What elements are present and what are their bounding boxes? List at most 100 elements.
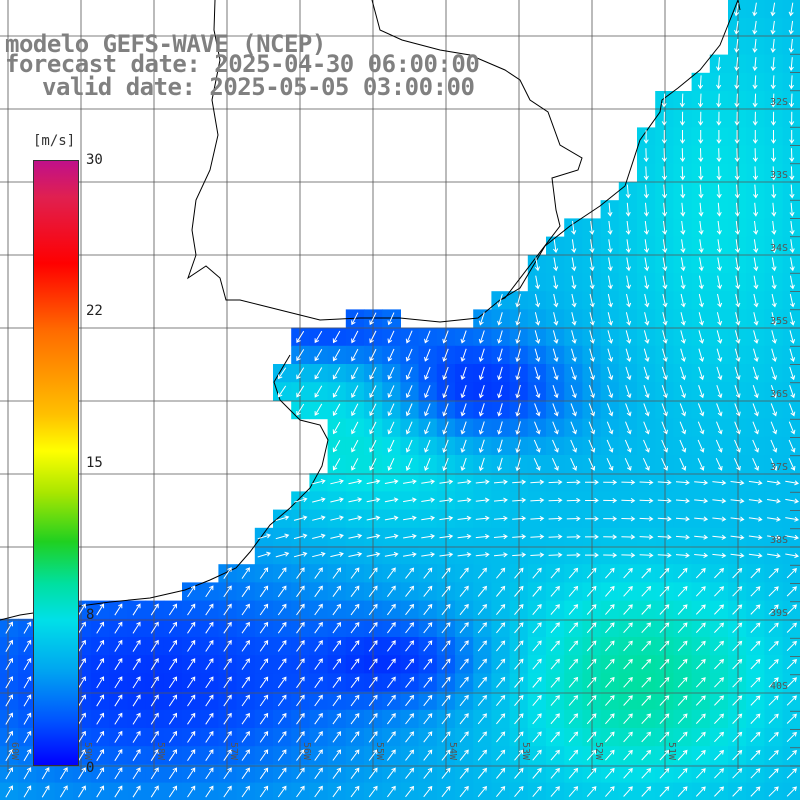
wind-arrow	[677, 768, 688, 779]
wind-arrow	[586, 658, 597, 670]
wind-arrow	[497, 457, 503, 472]
wind-arrow	[589, 293, 595, 308]
wind-arrow	[441, 585, 451, 597]
wind-arrow	[332, 603, 342, 616]
wind-arrow	[675, 516, 690, 522]
wind-arrow	[187, 749, 196, 761]
wind-arrow	[785, 498, 800, 504]
wind-arrow	[625, 366, 632, 381]
wind-arrow	[586, 622, 597, 634]
wind-arrow	[586, 567, 597, 579]
wind-arrow	[789, 202, 795, 217]
wind-arrow	[441, 785, 451, 798]
wind-arrow	[770, 403, 778, 417]
wind-arrow	[387, 658, 396, 670]
wind-arrow	[496, 785, 506, 798]
wind-arrow	[586, 731, 597, 743]
wind-arrow	[623, 658, 633, 670]
wind-arrow	[605, 695, 615, 706]
wind-arrow	[314, 603, 323, 616]
wind-arrow	[586, 767, 597, 779]
wind-arrow	[96, 621, 105, 634]
wind-arrow	[659, 731, 670, 743]
wind-arrow	[734, 93, 740, 108]
forecast-date: forecast date: 2025-04-30 06:00:00	[5, 50, 480, 78]
wind-arrow	[457, 479, 472, 485]
wind-arrow	[350, 621, 360, 634]
wind-arrow	[368, 785, 378, 798]
wind-arrow	[96, 676, 105, 689]
wind-arrow	[366, 497, 381, 503]
wind-arrow	[423, 713, 433, 725]
wind-arrow	[441, 731, 451, 743]
wind-arrow	[698, 293, 704, 308]
wind-arrow	[695, 640, 706, 652]
wind-arrow	[641, 640, 652, 652]
wind-arrow	[514, 567, 524, 579]
wind-arrow	[314, 567, 323, 579]
wind-arrow	[493, 552, 508, 558]
wind-arrow	[768, 568, 779, 579]
wind-arrow	[405, 603, 415, 616]
wind-arrow	[625, 348, 632, 362]
wind-arrow	[275, 515, 290, 521]
wind-arrow	[293, 551, 308, 558]
wind-arrow	[493, 515, 508, 521]
wind-arrow	[695, 695, 706, 706]
wind-arrow	[605, 676, 615, 688]
wind-arrow	[552, 385, 559, 399]
wind-arrow	[677, 677, 688, 688]
wind-arrow	[694, 498, 709, 504]
wind-arrow	[589, 312, 595, 326]
wind-arrow	[460, 348, 467, 362]
wind-arrow	[187, 785, 196, 798]
wind-arrow	[568, 585, 579, 597]
wind-arrow	[716, 202, 722, 217]
wind-arrow	[384, 497, 399, 503]
wind-arrow	[623, 731, 633, 743]
wind-arrow	[752, 20, 758, 35]
wind-arrow	[734, 220, 741, 235]
wind-arrow	[677, 640, 688, 652]
wind-arrow	[748, 498, 763, 504]
wind-arrow	[586, 676, 597, 688]
wind-arrow	[550, 731, 560, 743]
wind-arrow	[585, 516, 599, 522]
wind-arrow	[96, 603, 105, 616]
wind-arrow	[78, 639, 86, 652]
wind-arrow	[750, 622, 761, 633]
wind-arrow	[716, 130, 722, 144]
wind-arrow	[259, 658, 269, 670]
wind-arrow	[566, 516, 581, 522]
wind-arrow	[624, 457, 632, 471]
wind-arrow	[478, 330, 485, 344]
wind-arrow	[788, 439, 796, 453]
wind-arrow	[768, 750, 779, 761]
wind-arrow	[277, 731, 287, 743]
wind-arrow	[606, 439, 614, 453]
wind-arrow	[296, 385, 305, 398]
wind-arrow	[585, 534, 599, 540]
wind-arrow	[350, 658, 360, 670]
wind-arrow	[496, 694, 506, 707]
wind-arrow	[788, 403, 796, 417]
wind-arrow	[350, 749, 360, 761]
wind-arrow	[535, 293, 541, 308]
wind-arrow	[241, 749, 250, 761]
wind-arrow	[550, 749, 560, 761]
wind-arrow	[770, 439, 778, 453]
longitude-label: 57W	[228, 742, 239, 761]
wind-arrow	[460, 366, 467, 381]
wind-arrow	[625, 330, 632, 344]
wind-arrow	[330, 479, 344, 485]
wind-arrow	[698, 348, 705, 362]
wind-arrow	[586, 786, 597, 797]
wind-arrow	[730, 552, 745, 559]
wind-arrow	[770, 38, 776, 53]
wind-arrow	[296, 603, 305, 616]
wind-arrow	[477, 713, 487, 725]
wind-arrow	[351, 385, 359, 398]
wind-arrow	[59, 785, 68, 798]
wind-arrow	[369, 330, 377, 344]
wind-arrow	[477, 767, 487, 779]
